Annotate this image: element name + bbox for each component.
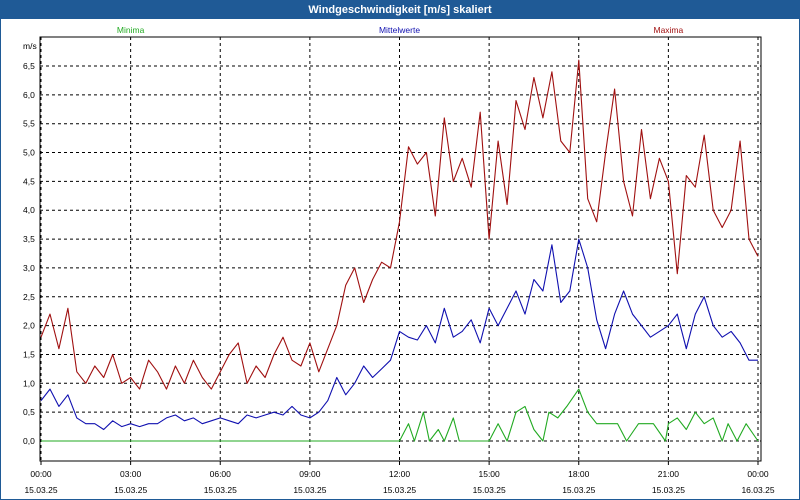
x-tick-date: 15.03.25: [562, 485, 595, 495]
x-tick-date: 15.03.25: [204, 485, 237, 495]
x-axis: 00:00 15.03.25 03:00 15.03.25 06:00 15.03.25 0…: [24, 461, 775, 495]
data-series: [40, 59, 759, 442]
x-tick-time: 09:00: [299, 469, 321, 479]
series-line: [40, 59, 759, 390]
x-tick-time: 00:00: [30, 469, 52, 479]
x-tick-date: 15.03.25: [24, 485, 57, 495]
y-tick-label: 1,5: [23, 349, 35, 359]
plot-grid: [39, 36, 762, 462]
y-tick-label: 3,0: [23, 263, 35, 273]
x-tick-date: 16.03.25: [741, 485, 774, 495]
x-tick-date: 15.03.25: [383, 485, 416, 495]
y-tick-label: 5,0: [23, 148, 35, 158]
x-tick-time: 03:00: [120, 469, 142, 479]
y-tick-label: 5,5: [23, 119, 35, 129]
chart-legend: Minima Mittelwerte Maxima: [117, 25, 684, 35]
x-tick-time: 00:00: [747, 469, 769, 479]
y-tick-label: 0,5: [23, 407, 35, 417]
window-title: Windgeschwindigkeit [m/s] skaliert: [1, 1, 799, 19]
wind-speed-chart: Minima Mittelwerte Maxima m/s 0,0 0,5 1,0 1,5 2…: [23, 25, 775, 495]
x-tick-time: 18:00: [568, 469, 590, 479]
legend-entry: Maxima: [653, 25, 683, 35]
x-tick-date: 15.03.25: [473, 485, 506, 495]
x-tick-date: 15.03.25: [293, 485, 326, 495]
legend-entry: Mittelwerte: [379, 25, 420, 35]
y-tick-label: 6,0: [23, 90, 35, 100]
y-tick-label: 1,0: [23, 378, 35, 388]
x-tick-time: 21:00: [658, 469, 680, 479]
y-tick-label: 2,0: [23, 321, 35, 331]
x-tick-time: 12:00: [389, 469, 411, 479]
y-axis-unit: m/s: [23, 41, 37, 51]
y-tick-label: 6,5: [23, 61, 35, 71]
series-line: [41, 388, 759, 442]
x-tick-time: 15:00: [478, 469, 500, 479]
y-axis: m/s 0,0 0,5 1,0 1,5 2,0 2,5 3,0 3,5 4,0 4,5 5,0 5,5 6…: [23, 41, 37, 446]
x-tick-date: 15.03.25: [114, 485, 147, 495]
y-tick-label: 2,5: [23, 292, 35, 302]
x-tick-time: 06:00: [210, 469, 232, 479]
y-tick-label: 4,0: [23, 205, 35, 215]
series-line: [40, 238, 758, 431]
y-tick-label: 4,5: [23, 176, 35, 186]
x-tick-date: 15.03.25: [652, 485, 685, 495]
legend-entry: Minima: [117, 25, 145, 35]
y-tick-label: 3,5: [23, 234, 35, 244]
y-tick-label: 0,0: [23, 436, 35, 446]
plot-frame: [39, 36, 762, 462]
